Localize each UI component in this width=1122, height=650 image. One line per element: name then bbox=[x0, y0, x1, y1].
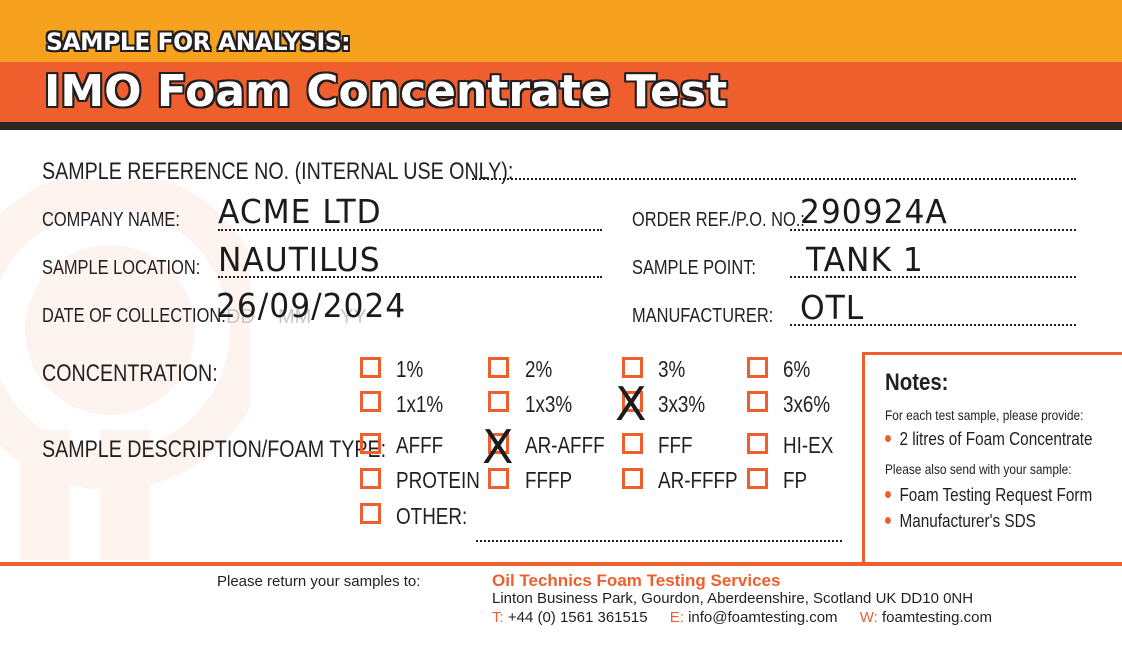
checkbox-fp[interactable] bbox=[747, 468, 768, 489]
sample-point-value: TANK 1 bbox=[806, 240, 924, 279]
check-x-mark-icon: X bbox=[615, 377, 647, 431]
checkbox-label: AR-FFFP bbox=[658, 467, 738, 493]
notes-intro-2: Please also send with your sample: bbox=[885, 461, 1072, 477]
checkbox-fff[interactable] bbox=[622, 433, 643, 454]
check-x-mark-icon: X bbox=[482, 420, 514, 474]
footer-address: Linton Business Park, Gourdon, Aberdeens… bbox=[492, 590, 974, 607]
checkbox-3pct[interactable] bbox=[622, 357, 643, 378]
checkbox-label: 3x3% bbox=[658, 391, 706, 417]
checkbox-label: OTHER: bbox=[396, 503, 468, 529]
date-placeholder-day: DD bbox=[226, 306, 255, 328]
checkbox-label: HI-EX bbox=[783, 432, 834, 458]
sample-reference-label: SAMPLE REFERENCE NO. (INTERNAL USE ONLY)… bbox=[42, 158, 514, 185]
checkbox-label: 3x6% bbox=[783, 391, 831, 417]
other-foam-type-field[interactable] bbox=[476, 540, 842, 542]
checkbox-label: FP bbox=[783, 467, 808, 493]
return-instructions: Please return your samples to: bbox=[217, 573, 421, 590]
order-ref-label: ORDER REF./P.O. NO.: bbox=[632, 209, 805, 231]
notes-bullet: Foam Testing Request Form bbox=[885, 485, 1092, 506]
checkbox-label: FFFP bbox=[525, 467, 573, 493]
header-subtitle: SAMPLE FOR ANALYSIS: bbox=[46, 28, 351, 56]
checkbox-label: 1x1% bbox=[396, 391, 444, 417]
checkbox-afff[interactable] bbox=[360, 433, 381, 454]
checkbox-protein[interactable] bbox=[360, 468, 381, 489]
company-name-value: ACME LTD bbox=[218, 192, 382, 231]
sample-location-field[interactable] bbox=[218, 276, 602, 278]
manufacturer-field[interactable] bbox=[790, 324, 1076, 326]
sample-location-value: NAUTILUS bbox=[218, 240, 381, 279]
checkbox-label: 1% bbox=[396, 356, 424, 382]
checkbox-label: 3% bbox=[658, 356, 686, 382]
footer-company-name: Oil Technics Foam Testing Services bbox=[492, 571, 781, 590]
checkbox-ar-fffp[interactable] bbox=[622, 468, 643, 489]
checkbox-ar-afff-checked[interactable] bbox=[488, 433, 509, 454]
checkbox-fffp[interactable] bbox=[488, 468, 509, 489]
email-key: E: bbox=[669, 609, 684, 626]
notes-intro-1: For each test sample, please provide: bbox=[885, 407, 1084, 423]
notes-bullet: Manufacturer's SDS bbox=[885, 511, 1036, 532]
concentration-label: CONCENTRATION: bbox=[42, 360, 218, 387]
notes-title: Notes: bbox=[885, 369, 949, 396]
date-placeholder-month: MM bbox=[278, 306, 312, 328]
company-name-field[interactable] bbox=[218, 229, 602, 231]
footer-rule bbox=[0, 562, 1122, 566]
page-title: IMO Foam Concentrate Test bbox=[44, 66, 728, 117]
notes-bullet: 2 litres of Foam Concentrate bbox=[885, 429, 1092, 450]
date-placeholder-year: YY bbox=[340, 306, 367, 328]
header-band-rule bbox=[0, 122, 1122, 130]
header-band-top bbox=[0, 0, 1122, 62]
checkbox-label: PROTEIN bbox=[396, 467, 480, 493]
header-band-title bbox=[0, 62, 1122, 122]
web-key: W: bbox=[859, 609, 878, 626]
manufacturer-label: MANUFACTURER: bbox=[632, 305, 774, 327]
phone-number[interactable]: +44 (0) 1561 361515 bbox=[507, 609, 648, 626]
sample-reference-field[interactable] bbox=[472, 178, 1076, 180]
checkbox-label: AFFF bbox=[396, 432, 444, 458]
date-of-collection-value[interactable]: 26/09/2024 bbox=[216, 286, 407, 325]
checkbox-label: AR-AFFF bbox=[525, 432, 605, 458]
foam-type-label: SAMPLE DESCRIPTION/FOAM TYPE: bbox=[42, 436, 387, 463]
checkbox-other[interactable] bbox=[360, 503, 381, 524]
checkbox-hi-ex[interactable] bbox=[747, 433, 768, 454]
checkbox-1x3pct[interactable] bbox=[488, 391, 509, 412]
checkbox-1pct[interactable] bbox=[360, 357, 381, 378]
date-of-collection-label: DATE OF COLLECTION: bbox=[42, 305, 226, 327]
order-ref-value: 290924A bbox=[800, 192, 948, 231]
watermark-logo-icon bbox=[0, 180, 250, 560]
checkbox-label: 6% bbox=[783, 356, 811, 382]
company-name-label: COMPANY NAME: bbox=[42, 209, 180, 231]
email-link[interactable]: info@foamtesting.com bbox=[688, 609, 838, 626]
checkbox-label: 2% bbox=[525, 356, 553, 382]
bullet-icon bbox=[885, 516, 891, 524]
web-link[interactable]: foamtesting.com bbox=[881, 609, 992, 626]
sample-point-field[interactable] bbox=[790, 276, 1076, 278]
checkbox-3x6pct[interactable] bbox=[747, 391, 768, 412]
checkbox-6pct[interactable] bbox=[747, 357, 768, 378]
checkbox-3x3pct-checked[interactable] bbox=[622, 391, 643, 412]
bullet-icon bbox=[885, 434, 891, 442]
footer-contact: T: +44 (0) 1561 361515 E: info@foamtesti… bbox=[492, 609, 992, 626]
manufacturer-value: OTL bbox=[800, 288, 865, 327]
phone-key: T: bbox=[492, 609, 504, 626]
notes-panel: Notes: For each test sample, please prov… bbox=[862, 352, 1122, 566]
checkbox-1x1pct[interactable] bbox=[360, 391, 381, 412]
sample-location-label: SAMPLE LOCATION: bbox=[42, 257, 201, 279]
order-ref-field[interactable] bbox=[790, 229, 1076, 231]
checkbox-label: 1x3% bbox=[525, 391, 573, 417]
sample-point-label: SAMPLE POINT: bbox=[632, 257, 756, 279]
checkbox-2pct[interactable] bbox=[488, 357, 509, 378]
checkbox-label: FFF bbox=[658, 432, 693, 458]
bullet-icon bbox=[885, 490, 891, 498]
